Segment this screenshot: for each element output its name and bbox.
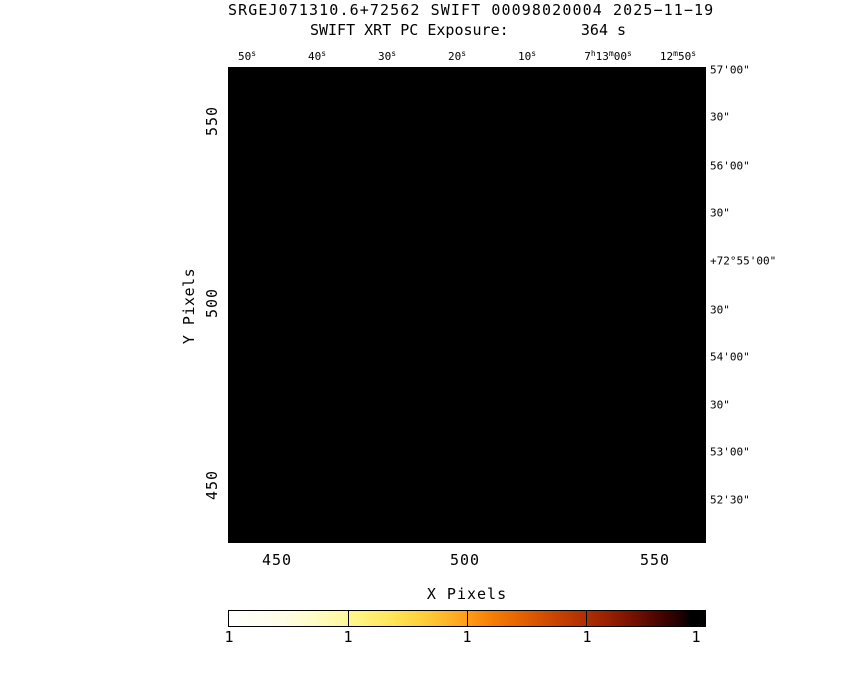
right-axis-tick: 52'30"	[710, 493, 750, 507]
y-axis-tick: 450	[203, 469, 221, 501]
plot-subtitle: SWIFT XRT PC Exposure: 364 s	[309, 21, 627, 39]
y-axis-tick: 550	[203, 105, 221, 137]
superscript-unit: s	[531, 49, 537, 58]
y-axis-label: Y Pixels	[180, 267, 198, 345]
x-axis-tick: 550	[639, 551, 671, 569]
top-axis-tick: 40s	[307, 49, 327, 63]
right-axis-tick: 30"	[710, 303, 730, 317]
top-axis-tick: 30s	[377, 49, 397, 63]
superscript-unit: s	[251, 49, 257, 58]
superscript-unit: s	[321, 49, 327, 58]
x-axis-tick: 450	[261, 551, 293, 569]
superscript-unit: s	[626, 49, 632, 58]
colorbar-tick-line	[586, 611, 587, 626]
superscript-unit: s	[391, 49, 397, 58]
superscript-unit: m	[673, 49, 678, 58]
y-axis-tick: 500	[203, 287, 221, 319]
right-axis-tick: 54'00"	[710, 350, 750, 364]
colorbar	[228, 610, 706, 627]
colorbar-tick-label: 1	[582, 628, 592, 646]
right-axis-tick: +72°55'00"	[710, 254, 777, 268]
right-axis-tick: 57'00"	[710, 63, 750, 77]
colorbar-tick-label: 1	[224, 628, 234, 646]
colorbar-tick-label: 1	[691, 628, 701, 646]
top-axis-tick: 50s	[237, 49, 257, 63]
right-axis-tick: 30"	[710, 110, 730, 124]
top-axis-tick: 7h13m00s	[584, 49, 632, 63]
plot-title: SRGEJ071310.6+72562 SWIFT 00098020004 20…	[228, 1, 715, 19]
superscript-unit: h	[590, 49, 596, 58]
colorbar-tick-label: 1	[462, 628, 472, 646]
right-axis-tick: 30"	[710, 398, 730, 412]
superscript-unit: m	[608, 49, 614, 58]
x-axis-label: X Pixels	[426, 585, 508, 603]
superscript-unit: s	[461, 49, 467, 58]
colorbar-tick-label: 1	[343, 628, 353, 646]
top-axis-tick: 20s	[447, 49, 467, 63]
image-area	[228, 67, 706, 543]
top-axis-tick: 10s	[517, 49, 537, 63]
right-axis-tick: 30"	[710, 206, 730, 220]
right-axis-tick: 53'00"	[710, 445, 750, 459]
colorbar-tick-line	[467, 611, 468, 626]
superscript-unit: s	[691, 49, 697, 58]
right-axis-tick: 56'00"	[710, 159, 750, 173]
x-axis-tick: 500	[449, 551, 481, 569]
colorbar-tick-line	[348, 611, 349, 626]
top-axis-tick: 12m50s	[659, 49, 697, 63]
